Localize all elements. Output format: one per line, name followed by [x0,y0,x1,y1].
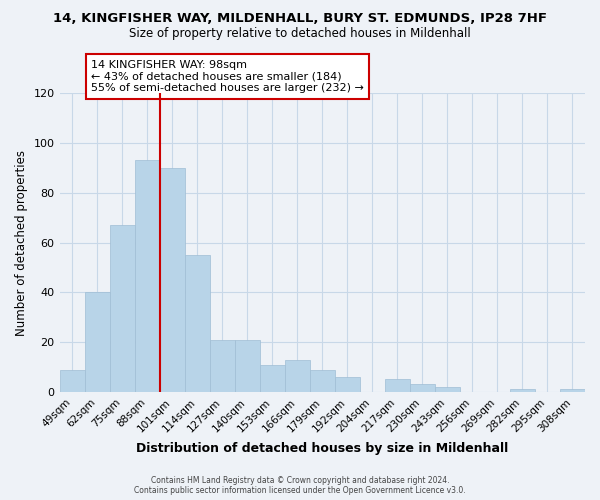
Bar [85,292,110,392]
Bar [260,364,285,392]
Text: Contains HM Land Registry data © Crown copyright and database right 2024.
Contai: Contains HM Land Registry data © Crown c… [134,476,466,495]
X-axis label: Distribution of detached houses by size in Mildenhall: Distribution of detached houses by size … [136,442,508,455]
Bar [560,390,585,392]
Bar [235,340,260,392]
Bar [335,377,360,392]
Bar [410,384,435,392]
Bar [209,340,235,392]
Text: 14 KINGFISHER WAY: 98sqm
← 43% of detached houses are smaller (184)
55% of semi-: 14 KINGFISHER WAY: 98sqm ← 43% of detach… [91,60,364,93]
Bar [510,390,535,392]
Bar [285,360,310,392]
Bar [134,160,160,392]
Bar [185,255,209,392]
Bar [110,225,134,392]
Bar [160,168,185,392]
Bar [310,370,335,392]
Bar [435,387,460,392]
Text: Size of property relative to detached houses in Mildenhall: Size of property relative to detached ho… [129,28,471,40]
Text: 14, KINGFISHER WAY, MILDENHALL, BURY ST. EDMUNDS, IP28 7HF: 14, KINGFISHER WAY, MILDENHALL, BURY ST.… [53,12,547,26]
Y-axis label: Number of detached properties: Number of detached properties [15,150,28,336]
Bar [59,370,85,392]
Bar [385,380,410,392]
